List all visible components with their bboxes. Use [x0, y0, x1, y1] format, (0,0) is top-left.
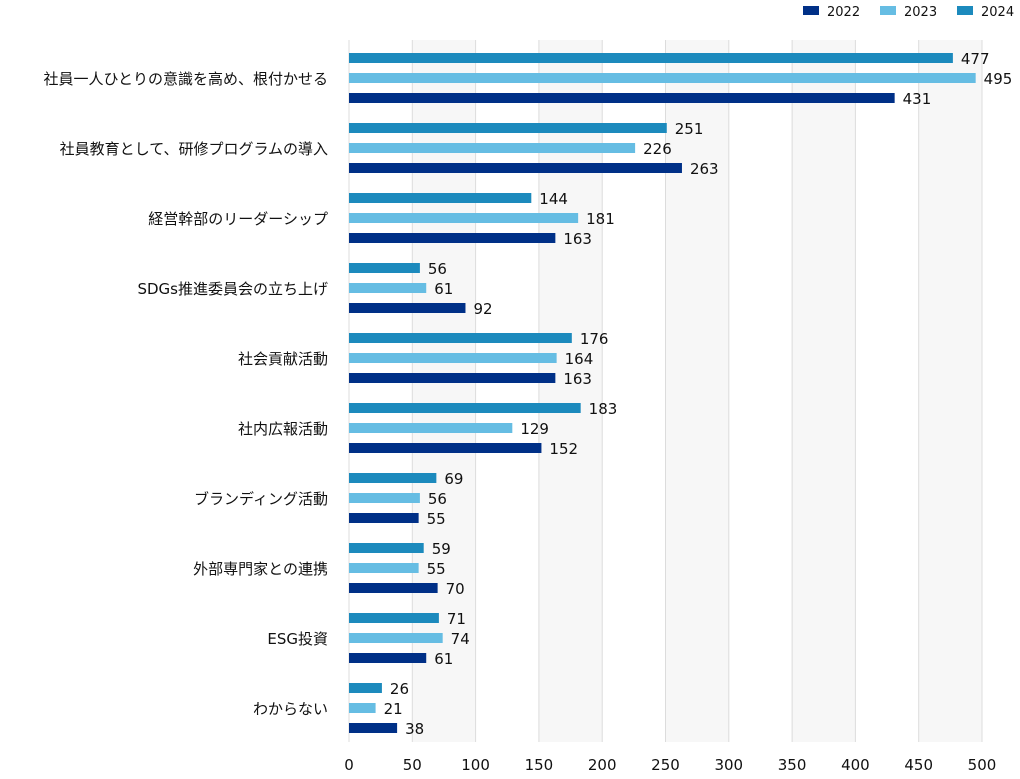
- data-label: 251: [675, 120, 704, 138]
- grid-band: [918, 40, 982, 742]
- category-label: ESG投資: [267, 630, 328, 648]
- bar-2024: [349, 473, 437, 483]
- legend-swatch-2023: [880, 6, 896, 15]
- x-tick-label: 250: [651, 756, 680, 774]
- category-label: 社内広報活動: [238, 420, 328, 438]
- data-label: 144: [539, 190, 568, 208]
- x-tick-label: 450: [904, 756, 933, 774]
- grid-band: [665, 40, 729, 742]
- data-label: 183: [589, 400, 618, 418]
- category-label: 経営幹部のリーダーシップ: [148, 210, 328, 228]
- data-label: 495: [984, 70, 1013, 88]
- bar-2023: [349, 213, 579, 223]
- bar-2023: [349, 703, 376, 713]
- legend-label: 2024: [981, 5, 1014, 20]
- data-label: 152: [549, 440, 578, 458]
- bar-2023: [349, 143, 636, 153]
- bar-2023: [349, 423, 513, 433]
- data-label: 431: [903, 90, 932, 108]
- bar-2022: [349, 723, 398, 733]
- x-tick-label: 0: [344, 756, 354, 774]
- data-label: 61: [434, 280, 453, 298]
- bar-2024: [349, 333, 572, 343]
- data-label: 226: [643, 140, 672, 158]
- data-label: 55: [427, 510, 446, 528]
- category-label: 社員一人ひとりの意識を高め、根付かせる: [43, 70, 328, 88]
- bar-2023: [349, 353, 557, 363]
- x-tick-label: 500: [968, 756, 997, 774]
- data-label: 70: [446, 580, 465, 598]
- data-label: 74: [451, 630, 470, 648]
- data-label: 55: [427, 560, 446, 578]
- bar-2024: [349, 403, 581, 413]
- category-label: わからない: [253, 700, 328, 718]
- bar-2024: [349, 123, 667, 133]
- data-label: 71: [447, 610, 466, 628]
- bar-2022: [349, 233, 556, 243]
- bar-2022: [349, 303, 466, 313]
- category-label: SDGs推進委員会の立ち上げ: [137, 280, 328, 298]
- bar-2024: [349, 193, 532, 203]
- bar-2024: [349, 613, 439, 623]
- bar-2024: [349, 53, 953, 63]
- bar-2023: [349, 283, 427, 293]
- data-label: 92: [473, 300, 492, 318]
- category-label: 社員教育として、研修プログラムの導入: [60, 140, 328, 158]
- bar-2022: [349, 653, 427, 663]
- data-label: 263: [690, 160, 719, 178]
- data-label: 163: [563, 230, 592, 248]
- data-label: 26: [390, 680, 409, 698]
- data-label: 129: [520, 420, 549, 438]
- bar-2022: [349, 163, 682, 173]
- legend-label: 2022: [827, 5, 860, 20]
- bar-2023: [349, 493, 420, 503]
- bar-2024: [349, 683, 382, 693]
- category-label: ブランディング活動: [194, 490, 328, 508]
- bar-2022: [349, 443, 542, 453]
- data-label: 163: [563, 370, 592, 388]
- legend-swatch-2022: [803, 6, 819, 15]
- category-label: 社会貢献活動: [238, 350, 328, 368]
- bar-2024: [349, 263, 420, 273]
- data-label: 176: [580, 330, 609, 348]
- data-label: 477: [961, 50, 990, 68]
- x-tick-label: 200: [588, 756, 617, 774]
- x-tick-label: 400: [841, 756, 870, 774]
- bar-2022: [349, 373, 556, 383]
- data-label: 38: [405, 720, 424, 738]
- legend-label: 2023: [904, 5, 937, 20]
- data-label: 21: [384, 700, 403, 718]
- data-label: 56: [428, 490, 447, 508]
- grid-band: [792, 40, 856, 742]
- grid-band: [538, 40, 603, 742]
- bar-2023: [349, 73, 976, 83]
- x-tick-label: 350: [778, 756, 807, 774]
- data-label: 56: [428, 260, 447, 278]
- category-label: 外部専門家との連携: [193, 560, 328, 578]
- x-tick-label: 50: [403, 756, 422, 774]
- x-tick-label: 300: [714, 756, 743, 774]
- data-label: 69: [444, 470, 463, 488]
- data-label: 181: [586, 210, 615, 228]
- data-label: 164: [565, 350, 594, 368]
- bar-2023: [349, 563, 419, 573]
- grid-band: [412, 40, 476, 742]
- bar-2023: [349, 633, 443, 643]
- data-label: 61: [434, 650, 453, 668]
- x-tick-label: 150: [525, 756, 554, 774]
- data-label: 59: [432, 540, 451, 558]
- bar-2024: [349, 543, 424, 553]
- x-tick-label: 100: [461, 756, 490, 774]
- bar-2022: [349, 93, 895, 103]
- legend-swatch-2024: [957, 6, 973, 15]
- bar-2022: [349, 513, 419, 523]
- bar-2022: [349, 583, 438, 593]
